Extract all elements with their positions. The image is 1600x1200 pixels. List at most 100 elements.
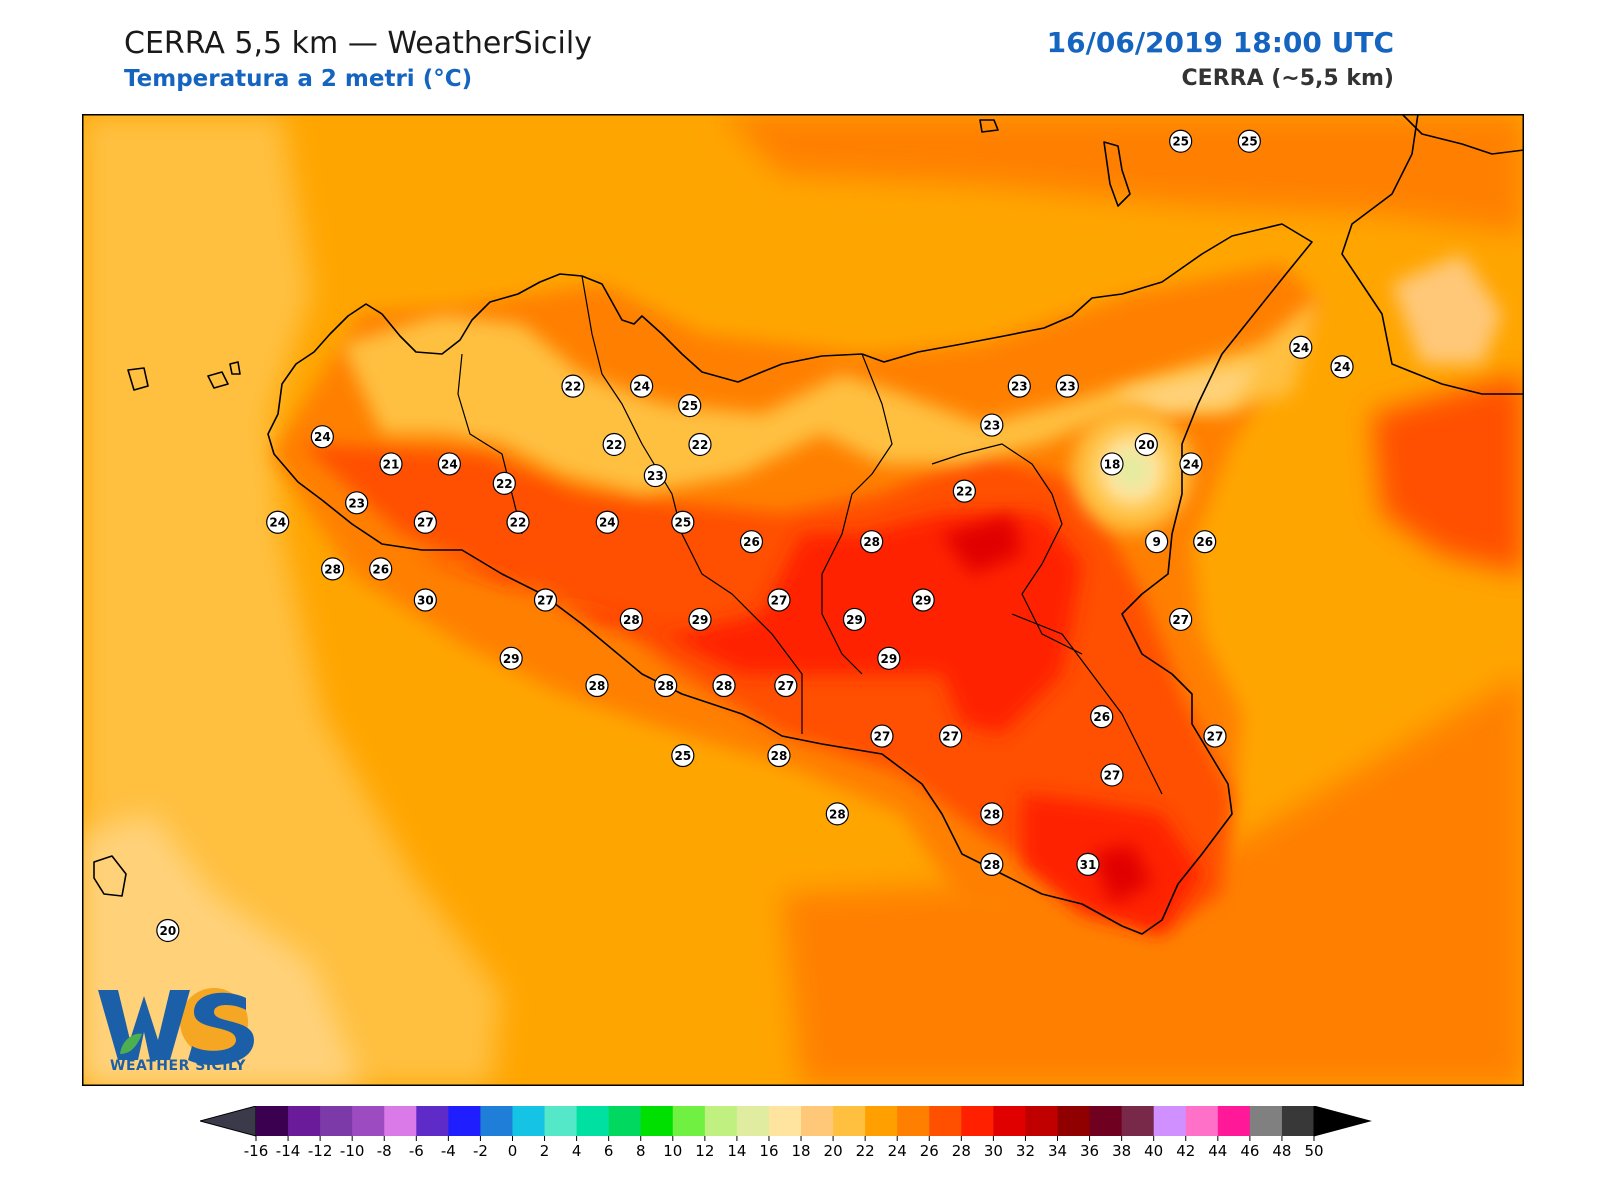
weathersicily-logo <box>96 982 266 1074</box>
station-circle <box>156 918 180 943</box>
station-marker: 24 <box>1289 335 1313 359</box>
colorbar-cell <box>384 1106 417 1136</box>
station-marker: 26 <box>1193 530 1217 554</box>
island-lipari <box>1103 141 1131 207</box>
station-value: 26 <box>1196 535 1213 549</box>
coastline-calabria <box>1341 114 1524 395</box>
station-circle <box>671 743 695 768</box>
colorbar-tick-label: 0 <box>508 1142 518 1160</box>
station-circle <box>585 673 609 698</box>
station-marker: 27 <box>774 673 798 698</box>
station-circle <box>413 510 437 534</box>
station-value: 24 <box>314 430 331 444</box>
colorbar-tick-label: -8 <box>377 1142 392 1160</box>
station-value: 22 <box>510 516 527 530</box>
station-marker: 27 <box>939 724 963 748</box>
station-value: 22 <box>692 438 709 452</box>
station-value: 27 <box>417 516 434 530</box>
station-marker: 29 <box>877 646 901 670</box>
field-calabria-cool <box>1392 254 1502 364</box>
field-west-cool <box>82 814 362 1086</box>
temperature-map[interactable]: 25 25 24 24 22 24 25 24 21 24 22 22 23 22 23 23 23 20 18 24… <box>82 114 1524 1086</box>
colorbar-tick-label: 18 <box>791 1142 810 1160</box>
station-value: 25 <box>674 749 691 763</box>
coastline-sicily <box>267 223 1313 935</box>
station-circle <box>1100 763 1124 787</box>
colorbar-cell <box>288 1106 321 1136</box>
station-marker: 25 <box>671 743 695 768</box>
logo-text: WEATHER SICILY <box>110 1058 246 1074</box>
colorbar-cell <box>736 1106 770 1136</box>
station-value: 22 <box>496 477 513 491</box>
station-value: 24 <box>1334 360 1351 374</box>
station-value: 28 <box>983 858 1000 872</box>
station-circle <box>643 463 667 488</box>
island-marettimo <box>127 367 149 391</box>
station-marker: 25 <box>678 394 702 418</box>
map-variable: Temperatura a 2 metri (°C) <box>124 66 473 92</box>
colorbar-cell <box>1185 1106 1219 1136</box>
station-circle <box>1237 129 1261 153</box>
station-marker: 27 <box>413 510 437 534</box>
station-value: 28 <box>623 613 640 627</box>
colorbar-cell <box>448 1106 481 1136</box>
colorbar-cell <box>1025 1106 1059 1136</box>
station-value: 9 <box>1152 535 1160 549</box>
colorbar-tick-label: 26 <box>920 1142 939 1160</box>
colorbar-tick-label: 46 <box>1240 1142 1259 1160</box>
colorbar-tick-label: 12 <box>695 1142 714 1160</box>
station-marker: 29 <box>911 588 935 612</box>
station-circle <box>561 374 585 398</box>
island-pantelleria <box>93 855 127 897</box>
station-value: 28 <box>716 679 733 693</box>
station-marker: 22 <box>688 432 712 457</box>
border-3 <box>821 353 893 675</box>
station-value: 25 <box>681 399 698 413</box>
station-circle <box>774 673 798 698</box>
station-marker: 23 <box>1007 374 1031 398</box>
station-circle <box>602 432 626 457</box>
station-marker: 28 <box>619 607 643 632</box>
station-circle <box>860 530 884 554</box>
field-max-core <box>942 514 1022 574</box>
station-circle <box>321 557 345 581</box>
station-circle <box>1169 607 1193 632</box>
station-circle <box>630 374 654 398</box>
station-marker: 26 <box>1090 705 1114 729</box>
station-value: 24 <box>1183 457 1200 471</box>
station-circle <box>980 852 1004 876</box>
field-north-cool <box>342 294 1322 494</box>
station-value: 24 <box>633 380 650 394</box>
map-title: CERRA 5,5 km — WeatherSicily <box>124 26 592 61</box>
logo-leaf-icon <box>120 1033 142 1054</box>
station-circle <box>1134 432 1158 457</box>
station-marker: 24 <box>1179 452 1203 476</box>
station-circle <box>437 452 461 476</box>
station-circle <box>842 607 867 632</box>
station-circle <box>492 471 516 495</box>
station-circle <box>266 510 290 534</box>
colorbar-tick-label: -12 <box>308 1142 333 1160</box>
station-marker: 22 <box>602 432 626 457</box>
station-circle <box>688 432 712 457</box>
station-circle <box>1090 705 1114 729</box>
station-value: 24 <box>441 457 458 471</box>
station-marker: 28 <box>654 673 678 698</box>
station-value: 22 <box>956 485 973 499</box>
colorbar-tick-label: 44 <box>1208 1142 1227 1160</box>
station-marker: 29 <box>499 646 523 670</box>
colorbar-max-arrow <box>1313 1106 1372 1137</box>
station-value: 27 <box>874 730 891 744</box>
station-circle <box>739 530 764 554</box>
station-marker: 27 <box>1169 607 1193 632</box>
station-value: 27 <box>771 594 788 608</box>
station-marker: 23 <box>980 413 1004 437</box>
station-value: 29 <box>880 652 897 666</box>
station-value: 20 <box>159 924 176 938</box>
colorbar-cell <box>1249 1106 1283 1136</box>
colorbar-cell <box>961 1106 994 1136</box>
colorbar-tick-label: 38 <box>1112 1142 1131 1160</box>
station-circle <box>980 413 1004 437</box>
station-value: 25 <box>1172 135 1189 149</box>
station-circle <box>767 743 791 768</box>
